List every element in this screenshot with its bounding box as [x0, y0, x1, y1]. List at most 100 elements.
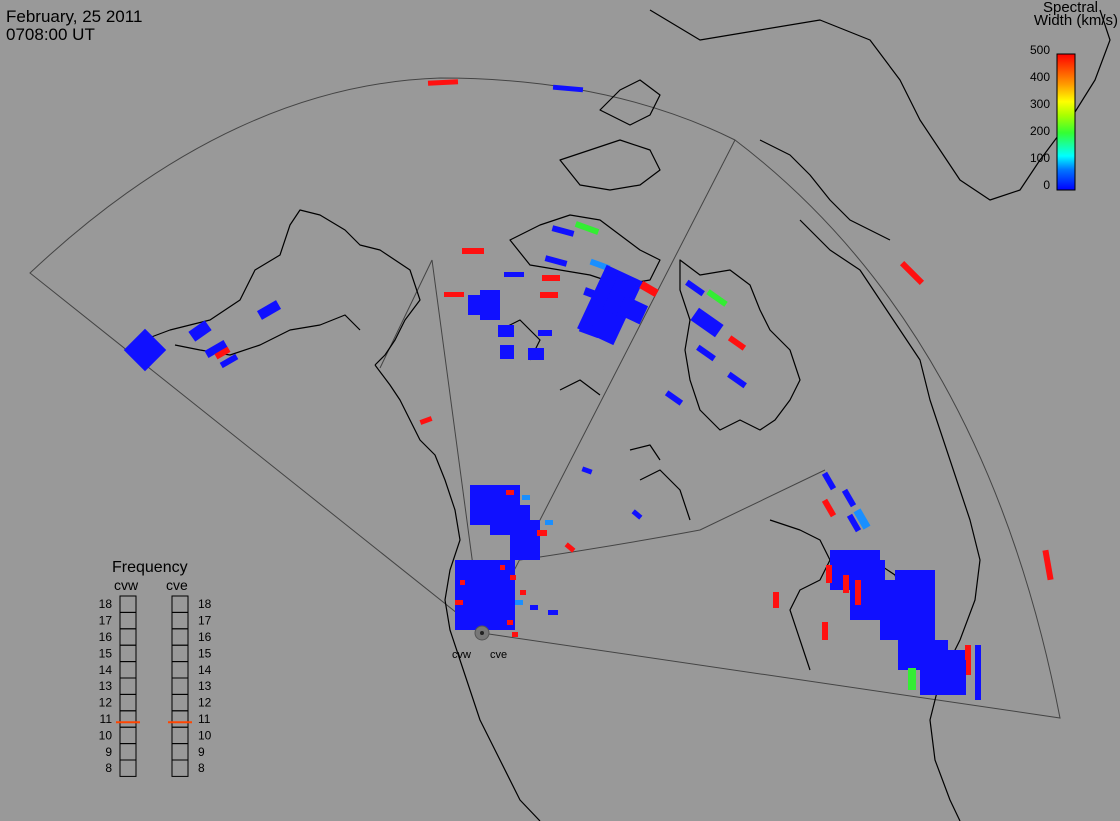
backscatter-cell	[690, 307, 724, 338]
frequency-cell	[171, 710, 189, 728]
backscatter-cell	[548, 610, 558, 615]
radar-backscatter	[123, 79, 1054, 700]
frequency-cell	[171, 759, 189, 777]
backscatter-cell	[214, 346, 231, 360]
radar-site-center	[480, 631, 484, 635]
backscatter-cell	[552, 84, 584, 93]
backscatter-cell	[821, 471, 837, 491]
backscatter-cell	[515, 600, 523, 605]
backscatter-cell	[965, 645, 971, 675]
color-bar	[1056, 53, 1076, 191]
frequency-scale-label-left: 12	[99, 696, 113, 710]
backscatter-cell	[460, 580, 465, 585]
backscatter-cell	[455, 600, 463, 605]
backscatter-cell	[498, 325, 514, 337]
coastlines	[129, 9, 1111, 821]
frequency-scale-label-left: 18	[99, 597, 113, 611]
backscatter-cell	[899, 260, 925, 286]
frequency-cell	[119, 710, 137, 728]
backscatter-cell	[706, 289, 728, 307]
frequency-cell	[119, 677, 137, 695]
color-bar-ticks: 500 400 300 200 100 0	[1030, 43, 1050, 192]
backscatter-cell	[843, 575, 849, 593]
frequency-scale-label-right: 15	[198, 646, 212, 660]
backscatter-cell	[419, 416, 433, 425]
backscatter-cell	[506, 490, 514, 495]
backscatter-cell	[123, 328, 167, 372]
frequency-scale-label-left: 16	[99, 630, 113, 644]
backscatter-cell	[512, 632, 518, 637]
color-bar-tick-label: 200	[1030, 124, 1050, 138]
backscatter-cell	[853, 508, 871, 530]
backscatter-cell	[256, 300, 282, 320]
backscatter-cell	[540, 292, 558, 298]
color-bar-tick-label: 300	[1030, 97, 1050, 111]
frequency-scale-label-right: 14	[198, 663, 212, 677]
backscatter-cell	[544, 255, 568, 267]
backscatter-cell	[664, 390, 684, 406]
frequency-scale-label-right: 17	[198, 614, 212, 628]
frequency-scale-label-right: 8	[198, 761, 205, 775]
backscatter-cell	[583, 287, 603, 301]
frequency-scale-label-left: 10	[99, 728, 113, 742]
backscatter-cell	[204, 340, 228, 358]
color-bar-tick-label: 100	[1030, 151, 1050, 165]
backscatter-cell	[480, 290, 500, 320]
backscatter-cell	[520, 590, 526, 595]
legend-title-spectral: Spectral	[1042, 0, 1098, 16]
backscatter-cell	[551, 225, 575, 237]
frequency-cell	[119, 644, 137, 663]
backscatter-cell	[427, 79, 459, 86]
backscatter-cell	[975, 645, 981, 700]
backscatter-cell	[462, 248, 484, 254]
frequency-cell	[119, 611, 137, 630]
frequency-indicator: 18 18 17 17 16 16 15 15 14 14 13 13 12 12 11 11 10 10 9 9 8 8	[99, 595, 212, 777]
date-label: February, 25 2011	[6, 7, 143, 26]
backscatter-cell	[822, 622, 828, 640]
frequency-scale-label-left: 13	[99, 679, 113, 693]
radar-label-cve: cve	[490, 649, 507, 661]
backscatter-cell	[538, 330, 552, 336]
backscatter-cell	[510, 575, 516, 580]
frequency-scale-label-left: 14	[99, 663, 113, 677]
backscatter-cell	[581, 466, 593, 475]
frequency-scale-label-right: 12	[198, 696, 212, 710]
frequency-cell	[119, 628, 137, 646]
color-bar-tick-label: 500	[1030, 43, 1050, 57]
backscatter-cell	[727, 371, 747, 389]
frequency-cell	[171, 628, 189, 646]
frequency-cell	[171, 743, 189, 761]
frequency-scale-label-right: 13	[198, 679, 212, 693]
backscatter-cell	[639, 281, 659, 297]
backscatter-cell	[846, 513, 862, 533]
frequency-scale-label-left: 8	[105, 761, 112, 775]
frequency-cell	[171, 726, 189, 745]
frequency-cell	[119, 726, 137, 745]
frequency-cell	[171, 644, 189, 663]
frequency-scale-label-right: 11	[198, 712, 211, 726]
backscatter-cell	[578, 321, 602, 339]
backscatter-cell	[574, 221, 600, 235]
frequency-cell	[171, 693, 189, 712]
color-bar-tick-label: 0	[1043, 178, 1050, 192]
legend-title-width: Width (km/s)	[1033, 12, 1118, 29]
color-bar-tick-label: 400	[1030, 70, 1050, 84]
backscatter-cell	[528, 348, 544, 360]
backscatter-cell	[537, 530, 547, 536]
backscatter-cell	[908, 668, 916, 690]
backscatter-cell	[470, 580, 510, 630]
backscatter-cell	[841, 488, 857, 508]
frequency-scale-label-right: 18	[198, 597, 212, 611]
frequency-cell	[171, 677, 189, 695]
backscatter-cell	[504, 272, 524, 277]
backscatter-cell	[542, 275, 560, 281]
frequency-scale-label-left: 9	[105, 745, 112, 759]
frequency-scale-label-left: 15	[99, 646, 113, 660]
backscatter-cell	[545, 520, 553, 525]
backscatter-cell	[773, 592, 779, 608]
time-label: 0708:00 UT	[6, 25, 95, 44]
frequency-scale-label-right: 10	[198, 728, 212, 742]
frequency-title: Frequency	[112, 559, 188, 576]
